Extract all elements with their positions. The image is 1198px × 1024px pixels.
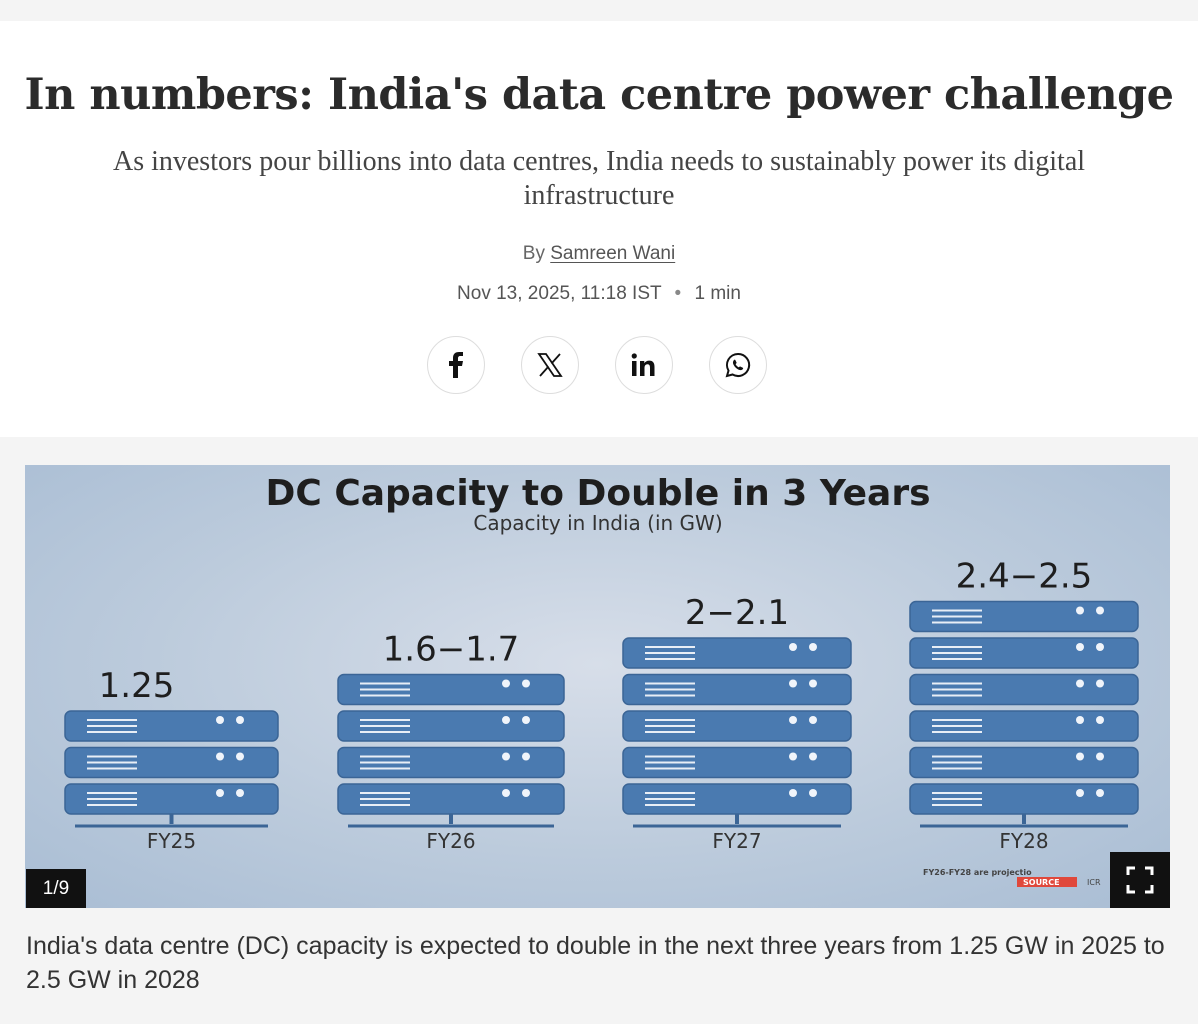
gallery-caption: India's data centre (DC) capacity is exp… xyxy=(26,932,1165,994)
bar-fy26: 1.6−1.7 FY26 xyxy=(337,630,565,853)
article-header xyxy=(0,21,1198,437)
server-led xyxy=(1096,679,1104,688)
value-label-fy27: 2−2.1 xyxy=(685,593,789,633)
article-headline: In numbers: India's data centre power ch… xyxy=(24,70,1174,120)
server-led xyxy=(1096,643,1104,651)
server-led xyxy=(522,679,530,688)
category-label-fy28: FY28 xyxy=(999,829,1048,853)
server-led xyxy=(502,752,510,761)
meta-separator: • xyxy=(674,283,682,304)
value-label-fy28: 2.4−2.5 xyxy=(956,557,1093,597)
server-led xyxy=(216,716,224,724)
server-led xyxy=(236,716,244,724)
share-facebook-button[interactable] xyxy=(427,336,485,394)
chart-footnote: FY26-FY28 are projectio xyxy=(923,868,1032,877)
server-unit xyxy=(64,746,279,779)
value-label-fy26: 1.6−1.7 xyxy=(383,630,520,670)
chart-subtitle: Capacity in India (in GW) xyxy=(473,511,722,535)
server-led xyxy=(809,789,817,797)
server-led xyxy=(789,643,797,651)
server-led xyxy=(789,716,797,724)
share-whatsapp-button[interactable] xyxy=(709,336,767,394)
server-led xyxy=(216,789,224,797)
server-led xyxy=(502,716,510,724)
server-led xyxy=(789,679,797,688)
article-meta: Nov 13, 2025, 11:18 IST • 1 min xyxy=(0,283,1198,305)
server-led xyxy=(502,679,510,688)
share-x-button[interactable] xyxy=(521,336,579,394)
byline-prefix: By xyxy=(522,243,545,264)
capacity-chart: DC Capacity to Double in 3 Years Capacit… xyxy=(64,473,1139,887)
gallery-image[interactable]: DC Capacity to Double in 3 Years Capacit… xyxy=(25,465,1170,908)
server-led xyxy=(1076,716,1084,724)
share-buttons xyxy=(427,336,767,394)
publish-date: Nov 13, 2025, 11:18 IST xyxy=(457,283,662,304)
server-led xyxy=(1076,752,1084,761)
server-led xyxy=(1076,643,1084,651)
source-text: ICR xyxy=(1087,878,1101,887)
category-label-fy26: FY26 xyxy=(426,829,475,853)
top-strip xyxy=(0,0,1198,21)
server-led xyxy=(1096,752,1104,761)
fullscreen-icon xyxy=(1126,866,1154,894)
category-label-fy27: FY27 xyxy=(712,829,761,853)
x-icon xyxy=(537,353,563,377)
server-led xyxy=(522,716,530,724)
bar-fy25: 1.25 FY25 xyxy=(64,666,279,853)
bar-fy27: 2−2.1 FY27 xyxy=(622,593,852,853)
source-badge-bg xyxy=(1017,877,1077,887)
server-led xyxy=(1076,679,1084,688)
byline: By Samreen Wani xyxy=(0,243,1198,265)
whatsapp-icon xyxy=(725,352,751,378)
server-led xyxy=(1096,606,1104,615)
value-label-fy25: 1.25 xyxy=(99,666,175,706)
server-led xyxy=(809,716,817,724)
server-led xyxy=(522,752,530,761)
server-led xyxy=(809,679,817,688)
read-time: 1 min xyxy=(694,283,741,304)
server-led xyxy=(1096,716,1104,724)
bar-fy28: 2.4−2.5 FY28 xyxy=(909,557,1139,853)
author-link[interactable]: Samreen Wani xyxy=(550,243,676,264)
category-label-fy25: FY25 xyxy=(147,829,196,853)
server-led xyxy=(236,752,244,761)
facebook-icon xyxy=(449,352,463,378)
server-led xyxy=(789,789,797,797)
server-led xyxy=(1096,789,1104,797)
server-led xyxy=(789,752,797,761)
server-led xyxy=(236,789,244,797)
server-led xyxy=(216,752,224,761)
article-subheadline: As investors pour billions into data cen… xyxy=(112,146,1086,211)
gallery-counter: 1/9 xyxy=(26,869,86,908)
server-led xyxy=(522,789,530,797)
share-linkedin-button[interactable] xyxy=(615,336,673,394)
server-led xyxy=(502,789,510,797)
server-led xyxy=(1076,606,1084,615)
server-unit xyxy=(64,710,279,742)
server-led xyxy=(809,643,817,651)
chart-title: DC Capacity to Double in 3 Years xyxy=(265,473,930,514)
server-led xyxy=(1076,789,1084,797)
server-led xyxy=(809,752,817,761)
linkedin-icon xyxy=(631,353,655,376)
fullscreen-button[interactable] xyxy=(1110,852,1170,908)
source-badge: SOURCE xyxy=(1023,878,1060,887)
